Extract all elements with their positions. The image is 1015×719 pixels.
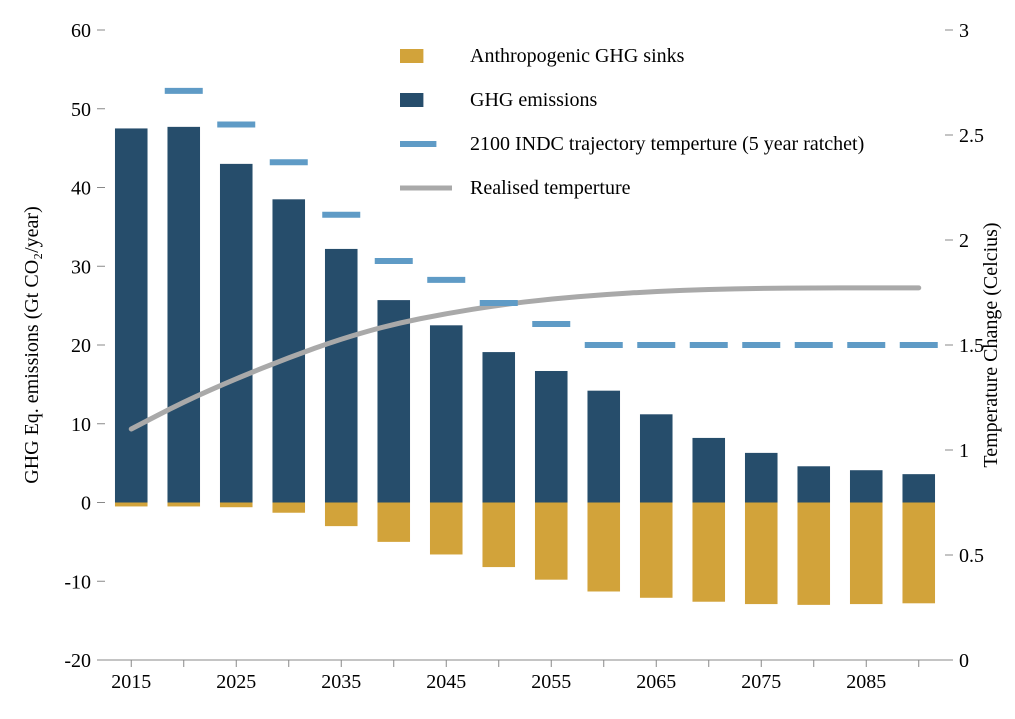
left-axis-label: GHG Eq. emissions (Gt CO₂/year) (21, 206, 43, 484)
sinks-bar (797, 503, 830, 605)
right-axis-tick-label: 2 (959, 230, 969, 252)
legend-label: Realised temperture (470, 177, 631, 199)
emissions-bar (325, 249, 358, 503)
x-axis-tick-label: 2085 (846, 671, 886, 693)
x-axis-tick-label: 2015 (111, 671, 151, 693)
sinks-bar (902, 503, 935, 604)
x-axis-tick-label: 2045 (426, 671, 466, 693)
x-axis-tick-label: 2035 (321, 671, 361, 693)
sinks-bar (377, 503, 410, 542)
sinks-bar (692, 503, 725, 602)
sinks-bar (430, 503, 463, 555)
legend-label: 2100 INDC trajectory temperture (5 year … (470, 133, 864, 155)
sinks-bar (587, 503, 620, 592)
left-axis-tick-label: -20 (64, 650, 91, 672)
x-axis-tick-label: 2065 (636, 671, 676, 693)
emissions-bar (587, 391, 620, 503)
sinks-bar (850, 503, 883, 605)
legend-swatch-rect (400, 49, 423, 63)
sinks-bar (272, 503, 305, 513)
right-axis-tick-label: 3 (959, 20, 969, 42)
right-axis-tick-label: 0 (959, 650, 969, 672)
emissions-bar (220, 164, 253, 503)
right-axis-tick-label: 1 (959, 440, 969, 462)
left-axis-tick-label: 10 (71, 414, 91, 436)
emissions-bar (902, 474, 935, 502)
emissions-bar (430, 325, 463, 502)
x-axis-tick-label: 2075 (741, 671, 781, 693)
sinks-bar (482, 503, 515, 568)
sinks-bar (325, 503, 358, 527)
sinks-bar (640, 503, 673, 598)
emissions-bar (640, 414, 673, 502)
chart-canvas: -20-10010203040506000.511.522.5320152025… (0, 0, 1015, 719)
sinks-bar (745, 503, 778, 605)
emissions-bar (850, 470, 883, 502)
emissions-bar (482, 352, 515, 502)
x-axis-tick-label: 2025 (216, 671, 256, 693)
emissions-bar (167, 127, 200, 503)
sinks-bar (220, 503, 253, 508)
emissions-temperature-chart: -20-10010203040506000.511.522.5320152025… (0, 0, 1015, 719)
left-axis-tick-label: 60 (71, 20, 91, 42)
left-axis-tick-label: 50 (71, 99, 91, 121)
emissions-bar (745, 453, 778, 503)
emissions-bar (797, 466, 830, 502)
left-axis-tick-label: 20 (71, 335, 91, 357)
sinks-bar (167, 503, 200, 507)
emissions-bar (692, 438, 725, 503)
legend-label: Anthropogenic GHG sinks (470, 45, 685, 67)
right-axis-tick-label: 0.5 (959, 545, 984, 567)
right-axis-tick-label: 2.5 (959, 125, 984, 147)
emissions-bar (115, 128, 148, 502)
left-axis-tick-label: 40 (71, 178, 91, 200)
sinks-bar (115, 503, 148, 507)
emissions-bar (377, 300, 410, 502)
left-axis-tick-label: -10 (64, 571, 91, 593)
left-axis-tick-label: 0 (81, 493, 91, 515)
sinks-bar (535, 503, 568, 580)
legend-label: GHG emissions (470, 89, 597, 111)
right-axis-label: Temperature Change (Celcius) (980, 222, 1002, 467)
x-axis-tick-label: 2055 (531, 671, 571, 693)
emissions-bar (535, 371, 568, 503)
legend-swatch-rect (400, 93, 423, 107)
emissions-bar (272, 199, 305, 502)
left-axis-tick-label: 30 (71, 256, 91, 278)
